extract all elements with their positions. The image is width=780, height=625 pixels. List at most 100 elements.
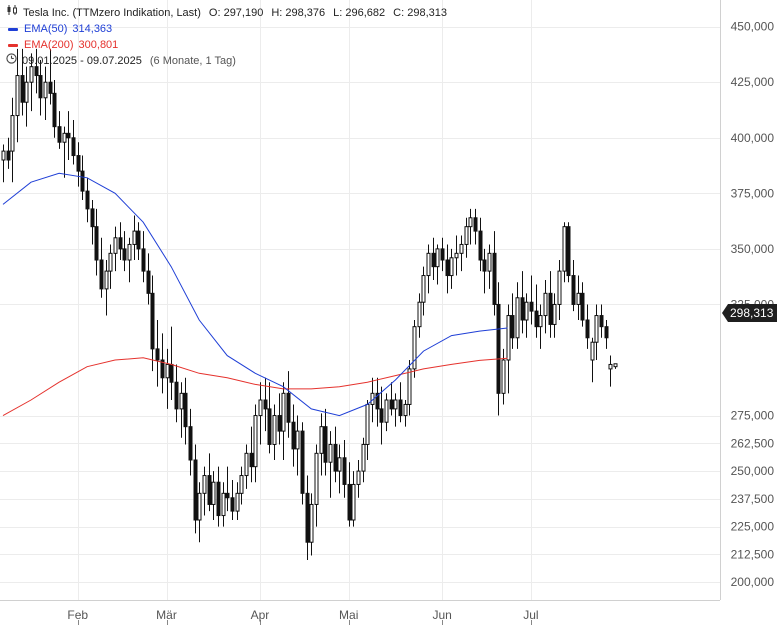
x-tick-label: Apr [251,608,270,622]
candle [76,142,81,187]
candle [379,386,384,445]
candle-body [90,208,95,228]
candle-body [48,81,53,94]
candle-body [431,252,436,268]
ema200-label: EMA(200) [24,39,74,51]
legend-ema200-row[interactable]: EMA(200) 300,801 [6,37,447,53]
candle-body [174,381,179,410]
candle [375,377,380,427]
candle [272,404,277,460]
candle-body [272,415,277,445]
candle [435,244,440,285]
candle-body [188,426,193,461]
candle [613,363,618,369]
x-tick-label: Jun [432,608,451,622]
y-tick-label: 375,000 [731,186,775,200]
candle [342,440,347,498]
candle-body [492,252,497,305]
ema200-value: 300,801 [78,39,119,51]
candle-body [393,399,398,410]
last-price-tag: 298,313 [722,304,778,322]
candle-body [538,315,543,328]
candle-body [478,230,483,261]
candle-body [155,348,160,361]
candle [323,408,328,476]
candle [132,215,137,260]
legend-ema50-row[interactable]: EMA(50) 314,363 [6,21,447,37]
candle [202,466,207,516]
candle [216,466,221,527]
candle-body [417,301,422,328]
ema50-swatch [8,27,18,31]
candle [15,48,20,143]
candle-body [141,248,146,272]
candle [66,111,71,160]
candle [230,480,235,520]
candle [85,177,90,223]
candle [104,260,109,316]
candle-body [361,443,366,472]
candle-body [562,226,567,272]
candle-body [524,301,529,321]
candle-body [576,292,581,305]
candle [150,275,155,372]
legend-range-row[interactable]: 09.01.2025 - 09.07.2025 (6 Monate, 1 Tag… [6,53,447,69]
candle-body [328,443,333,463]
candle [459,235,464,272]
candle-body [291,421,296,450]
y-tick-label: 225,000 [731,520,775,534]
candle-body [263,399,268,410]
candle [146,253,151,305]
candle-body [337,457,342,472]
candle [235,482,240,520]
date-range: 09.01.2025 - 09.07.2025 [22,55,142,67]
candle [356,460,361,498]
candle [165,348,170,409]
candle-body [99,259,104,290]
candle-body [230,497,235,512]
candle-body [183,392,188,428]
candle-body [454,252,459,259]
candle-body [127,243,132,261]
candle-body [286,392,291,423]
candle [179,382,184,438]
y-tick-label: 400,000 [731,131,775,145]
candle [557,260,562,320]
candle [407,360,412,416]
candle [221,482,226,527]
candle-body [305,492,310,543]
candle-body [193,459,198,521]
candle [43,66,48,120]
candle-body [379,408,384,423]
candle-body [323,426,328,463]
chart-legend: Tesla Inc. (TTMzero Indikation, Last) O:… [6,4,447,69]
candle-body [309,503,314,543]
candle-body [202,475,207,494]
candle-body [501,359,506,394]
candle-body [132,230,137,245]
x-tick-label: Mär [156,608,177,622]
candle-body [398,399,403,417]
period-label: (6 Monate, 1 Tag) [149,55,236,67]
candle [333,426,338,483]
candle [38,60,43,116]
candle [99,237,104,298]
chart-grid [0,0,720,600]
candle [393,393,398,427]
candle [403,400,408,427]
candle [487,244,492,289]
candle [449,248,454,289]
candle-body [295,430,300,450]
candle-body [515,297,520,339]
candle [384,393,389,432]
candle-body [351,483,356,521]
candle-body [10,115,15,152]
candle [286,371,291,438]
ema200-swatch [8,43,18,47]
candle [20,48,25,116]
candle [590,337,595,383]
candle-body [319,426,324,454]
candle-body [15,75,20,117]
candle [34,48,39,94]
